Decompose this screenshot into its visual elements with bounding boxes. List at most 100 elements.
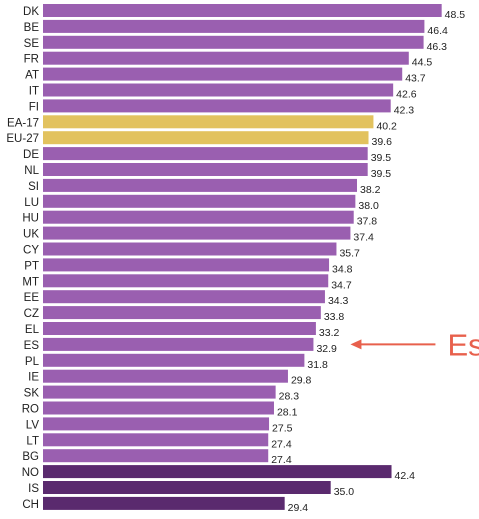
bar-fi	[43, 99, 391, 113]
value-label-lu: 38.0	[358, 200, 379, 212]
value-label-fr: 44.5	[412, 57, 433, 69]
category-label-eu-27: EU-27	[6, 133, 39, 145]
annotation-group: España	[350, 327, 479, 362]
category-label-hu: HU	[22, 213, 39, 225]
category-label-sk: SK	[24, 388, 40, 400]
category-label-bg: BG	[22, 451, 39, 463]
value-label-pt: 34.8	[332, 263, 353, 275]
bar-es	[43, 337, 314, 351]
value-label-sk: 28.3	[279, 391, 300, 403]
bar-ch	[43, 496, 285, 510]
category-label-de: DE	[23, 149, 39, 161]
bar-pl	[43, 353, 305, 367]
bar-hu	[43, 210, 354, 224]
category-labels-group: DK BE SE FR AT IT FI EA-17 EU-27 DE NL SI LU HU UK CY PT…	[6, 6, 39, 511]
category-label-is: IS	[28, 483, 39, 495]
category-label-lt: LT	[26, 435, 39, 447]
category-label-pt: PT	[24, 260, 39, 272]
bar-ea-17	[43, 115, 374, 129]
category-label-pl: PL	[25, 356, 40, 368]
value-label-mt: 34.7	[331, 279, 352, 291]
bar-eu-27	[43, 131, 369, 145]
value-label-uk: 37.4	[353, 232, 374, 244]
value-label-ie: 29.8	[291, 375, 312, 387]
value-label-es: 32.9	[316, 343, 337, 355]
bar-uk	[43, 226, 351, 240]
annotation-arrow-head	[350, 339, 362, 350]
category-label-at: AT	[25, 70, 39, 82]
category-label-lv: LV	[26, 419, 40, 431]
category-label-it: IT	[29, 86, 39, 98]
value-label-lv: 27.5	[272, 422, 293, 434]
value-label-dk: 48.5	[445, 9, 466, 21]
bar-no	[43, 465, 392, 479]
category-label-dk: DK	[23, 6, 39, 18]
value-label-se: 46.3	[427, 41, 448, 53]
bar-cz	[43, 306, 321, 320]
value-label-no: 42.4	[395, 470, 416, 482]
bar-is	[43, 481, 331, 494]
category-label-lu: LU	[24, 197, 39, 209]
value-label-is: 35.0	[334, 486, 355, 498]
bars-group	[43, 4, 442, 510]
bar-lv	[43, 417, 270, 431]
value-label-cz: 33.8	[324, 311, 345, 323]
bar-lt	[43, 433, 269, 447]
category-label-el: EL	[25, 324, 40, 336]
bar-sk	[43, 385, 276, 399]
bar-at	[43, 67, 403, 81]
bar-mt	[43, 274, 329, 288]
bar-de	[43, 147, 368, 161]
category-label-nl: NL	[24, 165, 39, 177]
value-label-eu-27: 39.6	[372, 136, 393, 148]
category-label-cy: CY	[23, 245, 39, 257]
bar-si	[43, 178, 358, 192]
value-label-nl: 39.5	[371, 168, 392, 180]
value-label-ea-17: 40.2	[376, 120, 397, 132]
bar-be	[43, 19, 425, 33]
bar-fr	[43, 51, 409, 65]
value-label-ch: 29.4	[288, 502, 309, 514]
bar-bg	[43, 449, 269, 463]
category-label-fi: FI	[29, 101, 39, 113]
value-label-it: 42.6	[396, 89, 417, 101]
category-label-be: BE	[24, 22, 40, 34]
category-label-cz: CZ	[24, 308, 39, 320]
category-label-no: NO	[22, 467, 39, 479]
category-label-mt: MT	[22, 276, 39, 288]
value-label-el: 33.2	[319, 327, 340, 339]
bar-dk	[43, 4, 442, 17]
bar-it	[43, 83, 394, 97]
value-label-at: 43.7	[405, 73, 426, 85]
bar-cy	[43, 242, 337, 256]
value-labels-group: 48.5 46.4 46.3 44.5 43.7 42.6 42.3 40.2 39.6 39.5…	[271, 9, 465, 514]
category-label-ea-17: EA-17	[7, 117, 39, 129]
bar-ee	[43, 290, 325, 304]
value-label-lt: 27.4	[271, 438, 292, 450]
value-label-pl: 31.8	[307, 359, 328, 371]
value-label-de: 39.5	[371, 152, 392, 164]
bar-ie	[43, 369, 288, 383]
category-label-fr: FR	[24, 54, 39, 66]
value-label-fi: 42.3	[394, 104, 415, 116]
value-label-cy: 35.7	[339, 248, 360, 260]
category-label-uk: UK	[23, 229, 39, 241]
value-label-ee: 34.3	[328, 295, 349, 307]
bar-nl	[43, 163, 368, 176]
category-label-si: SI	[28, 181, 39, 193]
value-label-hu: 37.8	[357, 216, 378, 228]
bar-el	[43, 322, 316, 335]
category-label-ee: EE	[24, 292, 40, 304]
category-label-se: SE	[24, 38, 40, 50]
bar-ro	[43, 401, 274, 415]
bar-pt	[43, 258, 330, 272]
category-label-ro: RO	[22, 404, 39, 416]
value-label-bg: 27.4	[271, 454, 292, 466]
value-label-be: 46.4	[427, 25, 448, 37]
value-label-si: 38.2	[360, 184, 381, 196]
category-label-es: ES	[24, 340, 40, 352]
annotation-label: España	[447, 327, 479, 362]
value-label-ro: 28.1	[277, 407, 298, 419]
bar-se	[43, 35, 424, 49]
